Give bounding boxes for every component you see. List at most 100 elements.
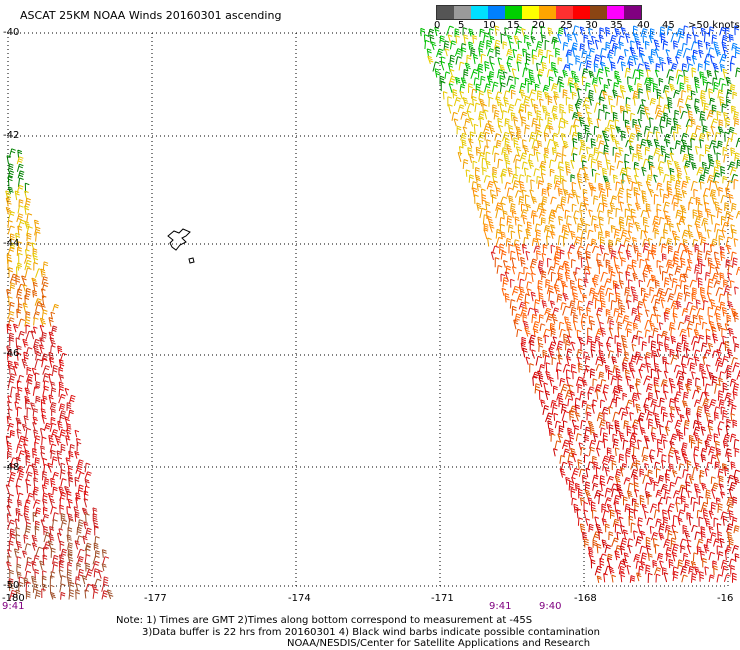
wind-barb xyxy=(662,412,668,422)
wind-barb xyxy=(504,27,509,36)
wind-barb xyxy=(689,279,697,288)
wind-barb xyxy=(577,132,583,141)
wind-barb xyxy=(23,351,29,362)
wind-barb xyxy=(719,538,725,549)
wind-barb xyxy=(679,538,687,548)
wind-barb xyxy=(533,168,540,177)
wind-barb xyxy=(553,68,559,78)
wind-barb xyxy=(701,369,707,379)
wind-barb xyxy=(619,221,625,232)
wind-barb xyxy=(556,340,564,351)
wind-barb xyxy=(662,40,669,50)
wind-barb xyxy=(551,313,558,324)
wind-barb xyxy=(8,332,15,342)
wind-barb xyxy=(501,202,506,213)
wind-barb xyxy=(594,172,601,183)
wind-barb xyxy=(582,188,588,198)
wind-barb xyxy=(583,34,589,43)
wind-barb xyxy=(712,333,719,344)
wind-barb xyxy=(573,75,580,85)
wind-barb xyxy=(546,69,554,78)
wind-barb xyxy=(717,531,723,541)
wind-barb xyxy=(603,144,609,155)
wind-barb xyxy=(576,173,583,183)
wind-barb xyxy=(575,404,580,414)
wind-barb xyxy=(728,488,734,499)
wind-barb xyxy=(31,542,38,551)
wind-barb xyxy=(566,215,572,225)
wind-barb xyxy=(686,512,692,520)
wind-barb xyxy=(533,308,540,317)
wind-barb xyxy=(700,96,707,107)
wind-barb xyxy=(700,454,707,463)
legend-swatch xyxy=(624,6,641,19)
wind-barb xyxy=(565,165,571,176)
wind-barb xyxy=(692,238,699,247)
wind-barb xyxy=(565,96,571,106)
wind-barb xyxy=(710,55,715,64)
wind-barb xyxy=(728,510,734,520)
wind-barb xyxy=(570,488,576,498)
wind-barb xyxy=(605,308,611,317)
wind-barb xyxy=(615,312,624,323)
wind-barb xyxy=(725,89,733,99)
wind-barb xyxy=(706,109,715,120)
wind-barb xyxy=(626,166,631,176)
wind-barb xyxy=(510,112,516,121)
wind-barb xyxy=(703,222,709,232)
wind-barb xyxy=(557,354,563,365)
wind-barb xyxy=(537,370,544,379)
wind-barb xyxy=(494,257,500,268)
wind-barb xyxy=(468,83,473,94)
wind-barb xyxy=(5,197,12,207)
wind-barb xyxy=(610,509,615,519)
wind-barb xyxy=(84,478,90,487)
wind-barb xyxy=(601,130,609,141)
wind-barb xyxy=(718,293,725,303)
wind-barb xyxy=(497,158,503,169)
wind-barb xyxy=(572,138,578,149)
wind-barb xyxy=(714,132,721,141)
wind-barb xyxy=(709,263,715,274)
wind-barb xyxy=(511,68,517,78)
wind-barb xyxy=(662,193,669,204)
wind-barb xyxy=(522,314,528,323)
wind-barb xyxy=(636,378,641,387)
wind-barb xyxy=(573,320,578,331)
wind-barb xyxy=(612,385,620,394)
wind-barb xyxy=(547,420,553,429)
wind-barb xyxy=(495,139,502,149)
wind-barb xyxy=(669,412,675,422)
wind-barb xyxy=(590,320,596,331)
wind-barb xyxy=(101,590,109,600)
wind-barb xyxy=(730,565,735,575)
wind-barb xyxy=(561,410,570,422)
legend-label: 35 xyxy=(610,20,623,31)
wind-barb xyxy=(523,95,530,106)
wind-barb xyxy=(700,264,706,274)
wind-barb xyxy=(635,459,641,471)
wind-barb xyxy=(25,249,30,257)
wind-barb xyxy=(501,147,508,155)
wind-barb xyxy=(638,368,643,379)
wind-barb xyxy=(449,69,455,78)
wind-barb xyxy=(627,76,632,85)
wind-barb xyxy=(641,166,647,177)
wind-barb xyxy=(715,159,722,169)
wind-barb xyxy=(607,53,613,64)
wind-barb xyxy=(596,313,602,324)
wind-barb xyxy=(7,259,13,270)
wind-barb xyxy=(593,433,599,442)
wind-barb xyxy=(599,419,606,429)
wind-barb xyxy=(653,354,659,365)
wind-barb xyxy=(651,244,657,254)
wind-barb xyxy=(642,158,650,169)
wind-barb xyxy=(472,35,478,44)
wind-barb xyxy=(663,572,669,583)
wind-barb xyxy=(633,96,638,106)
wind-barb xyxy=(638,46,644,58)
wind-barb xyxy=(535,130,543,141)
wind-barb xyxy=(481,157,487,169)
wind-barb xyxy=(32,583,39,593)
wind-barb xyxy=(596,118,602,128)
